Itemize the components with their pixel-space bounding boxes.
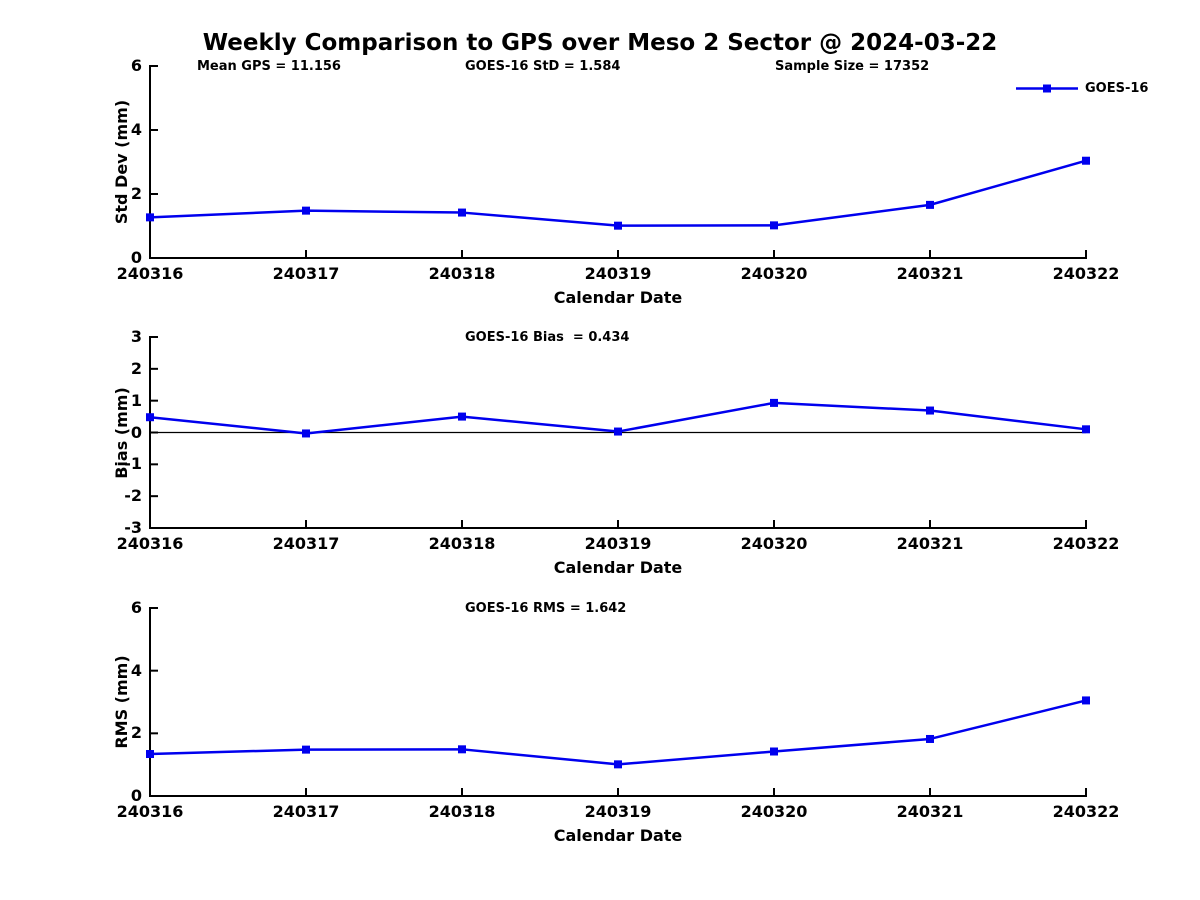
data-point-marker bbox=[770, 398, 778, 407]
x-tick-label: 240318 bbox=[428, 802, 496, 821]
data-point-marker bbox=[614, 760, 622, 769]
data-point-marker bbox=[302, 206, 310, 215]
x-tick-label: 240320 bbox=[740, 264, 808, 283]
data-point-marker bbox=[1082, 425, 1090, 434]
x-tick-label: 240321 bbox=[896, 264, 964, 283]
x-tick-label: 240316 bbox=[116, 264, 184, 283]
y-tick-label: 4 bbox=[130, 120, 142, 139]
annotation: GOES-16 RMS = 1.642 bbox=[465, 601, 627, 616]
x-tick-label: 240320 bbox=[740, 802, 808, 821]
x-axis-title: Calendar Date bbox=[553, 288, 683, 307]
annotation: GOES-16 Bias = 0.434 bbox=[465, 330, 630, 345]
x-tick-label: 240322 bbox=[1052, 802, 1120, 821]
data-point-marker bbox=[146, 413, 154, 422]
legend-label: GOES-16 bbox=[1085, 81, 1149, 96]
y-axis-title: RMS (mm) bbox=[112, 655, 131, 749]
y-tick-label: 0 bbox=[130, 786, 142, 805]
x-tick-label: 240317 bbox=[272, 534, 340, 553]
y-tick-label: 6 bbox=[130, 598, 142, 617]
data-point-marker bbox=[146, 750, 154, 759]
annotation: GOES-16 StD = 1.584 bbox=[465, 59, 621, 74]
x-tick-label: 240318 bbox=[428, 534, 496, 553]
data-point-marker bbox=[770, 747, 778, 756]
page-title: Weekly Comparison to GPS over Meso 2 Sec… bbox=[202, 30, 998, 56]
x-tick-label: 240317 bbox=[272, 264, 340, 283]
y-tick-label: 3 bbox=[130, 327, 142, 346]
x-tick-label: 240316 bbox=[116, 802, 184, 821]
data-line bbox=[149, 699, 1087, 766]
y-tick-label: 1 bbox=[130, 390, 142, 410]
data-point-marker bbox=[770, 221, 778, 230]
data-point-marker bbox=[614, 427, 622, 436]
data-line bbox=[149, 159, 1087, 227]
y-tick-label: -1 bbox=[124, 454, 142, 474]
data-point-marker bbox=[926, 734, 934, 743]
data-point-marker bbox=[146, 213, 154, 222]
x-tick-label: 240320 bbox=[740, 534, 808, 553]
x-axis-title: Calendar Date bbox=[553, 826, 683, 845]
legend-line-marker-icon bbox=[1016, 84, 1078, 93]
data-point-marker bbox=[926, 406, 934, 415]
x-tick-label: 240319 bbox=[584, 802, 652, 821]
y-tick-label: 2 bbox=[130, 723, 142, 743]
y-axis-title: Bias (mm) bbox=[112, 386, 131, 479]
x-tick-label: 240317 bbox=[272, 802, 340, 821]
data-point-marker bbox=[458, 412, 466, 421]
annotation: Sample Size = 17352 bbox=[775, 59, 930, 74]
x-tick-label: 240322 bbox=[1052, 264, 1120, 283]
y-tick-label: 4 bbox=[130, 660, 142, 680]
data-point-marker bbox=[1082, 696, 1090, 705]
x-axis-title: Calendar Date bbox=[553, 558, 683, 577]
y-tick-label: 2 bbox=[130, 184, 142, 203]
x-tick-label: 240316 bbox=[116, 534, 184, 553]
x-tick-label: 240322 bbox=[1052, 534, 1120, 553]
data-point-marker bbox=[302, 429, 310, 438]
data-point-marker bbox=[458, 208, 466, 217]
data-point-marker bbox=[614, 221, 622, 230]
x-tick-label: 240321 bbox=[896, 802, 964, 821]
data-point-marker bbox=[302, 745, 310, 754]
y-tick-label: -3 bbox=[124, 518, 142, 537]
data-point-marker bbox=[458, 745, 466, 754]
legend: GOES-16 bbox=[1016, 81, 1148, 96]
y-axis-title: Std Dev (mm) bbox=[112, 99, 131, 225]
y-tick-label: 0 bbox=[130, 422, 142, 442]
x-tick-label: 240318 bbox=[428, 264, 496, 283]
x-tick-label: 240319 bbox=[584, 264, 652, 283]
annotation: Mean GPS = 11.156 bbox=[197, 59, 341, 74]
x-tick-label: 240321 bbox=[896, 534, 964, 553]
x-tick-label: 240319 bbox=[584, 534, 652, 553]
y-tick-label: -2 bbox=[124, 486, 142, 506]
y-tick-label: 6 bbox=[130, 56, 142, 75]
y-tick-label: 2 bbox=[130, 358, 142, 378]
y-tick-label: 0 bbox=[130, 248, 142, 267]
data-point-marker bbox=[1082, 156, 1090, 165]
data-point-marker bbox=[926, 200, 934, 209]
